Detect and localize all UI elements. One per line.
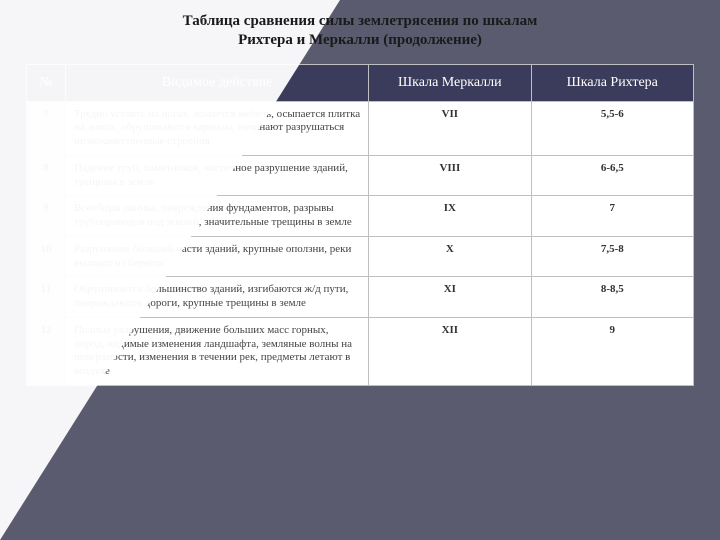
col-header-richter: Шкала Рихтера xyxy=(531,64,693,101)
table-row: 9 Всеобщая паника, повреждения фундамент… xyxy=(27,196,694,237)
cell-mercalli: XII xyxy=(369,317,531,385)
page-title: Таблица сравнения силы землетрясения по … xyxy=(0,0,720,50)
cell-richter: 7 xyxy=(531,196,693,237)
cell-num: 12 xyxy=(27,317,66,385)
table-row: 11 Обрушивается большинство зданий, изги… xyxy=(27,277,694,318)
cell-desc: Обрушивается большинство зданий, изгибаю… xyxy=(65,277,368,318)
col-header-mercalli: Шкала Меркалли xyxy=(369,64,531,101)
table-row: 8 Падение труб, памятников, частичное ра… xyxy=(27,155,694,196)
cell-num: 10 xyxy=(27,236,66,277)
cell-mercalli: X xyxy=(369,236,531,277)
cell-desc: Всеобщая паника, повреждения фундаментов… xyxy=(65,196,368,237)
cell-mercalli: IX xyxy=(369,196,531,237)
cell-desc: Полные разрушения, движение больших масс… xyxy=(65,317,368,385)
cell-desc: Падение труб, памятников, частичное разр… xyxy=(65,155,368,196)
cell-num: 8 xyxy=(27,155,66,196)
cell-mercalli: VIII xyxy=(369,155,531,196)
col-header-desc: Видимое действие xyxy=(65,64,368,101)
cell-richter: 9 xyxy=(531,317,693,385)
cell-num: 7 xyxy=(27,101,66,155)
cell-richter: 7,5-8 xyxy=(531,236,693,277)
title-line-2: Рихтера и Меркалли (продолжение) xyxy=(238,32,482,48)
cell-mercalli: VII xyxy=(369,101,531,155)
cell-desc: Трудно устоять на ногах, ломается мебель… xyxy=(65,101,368,155)
comparison-table: № Видимое действие Шкала Меркалли Шкала … xyxy=(26,64,694,386)
cell-richter: 8-8,5 xyxy=(531,277,693,318)
cell-desc: Разрушение большей части зданий, крупные… xyxy=(65,236,368,277)
table-row: 7 Трудно устоять на ногах, ломается мебе… xyxy=(27,101,694,155)
table-header-row: № Видимое действие Шкала Меркалли Шкала … xyxy=(27,64,694,101)
cell-richter: 6-6,5 xyxy=(531,155,693,196)
title-line-1: Таблица сравнения силы землетрясения по … xyxy=(183,13,538,29)
cell-mercalli: XI xyxy=(369,277,531,318)
cell-richter: 5,5-6 xyxy=(531,101,693,155)
cell-num: 11 xyxy=(27,277,66,318)
table-row: 12 Полные разрушения, движение больших м… xyxy=(27,317,694,385)
col-header-num: № xyxy=(27,64,66,101)
cell-num: 9 xyxy=(27,196,66,237)
table-row: 10 Разрушение большей части зданий, круп… xyxy=(27,236,694,277)
comparison-table-container: № Видимое действие Шкала Меркалли Шкала … xyxy=(26,64,694,386)
